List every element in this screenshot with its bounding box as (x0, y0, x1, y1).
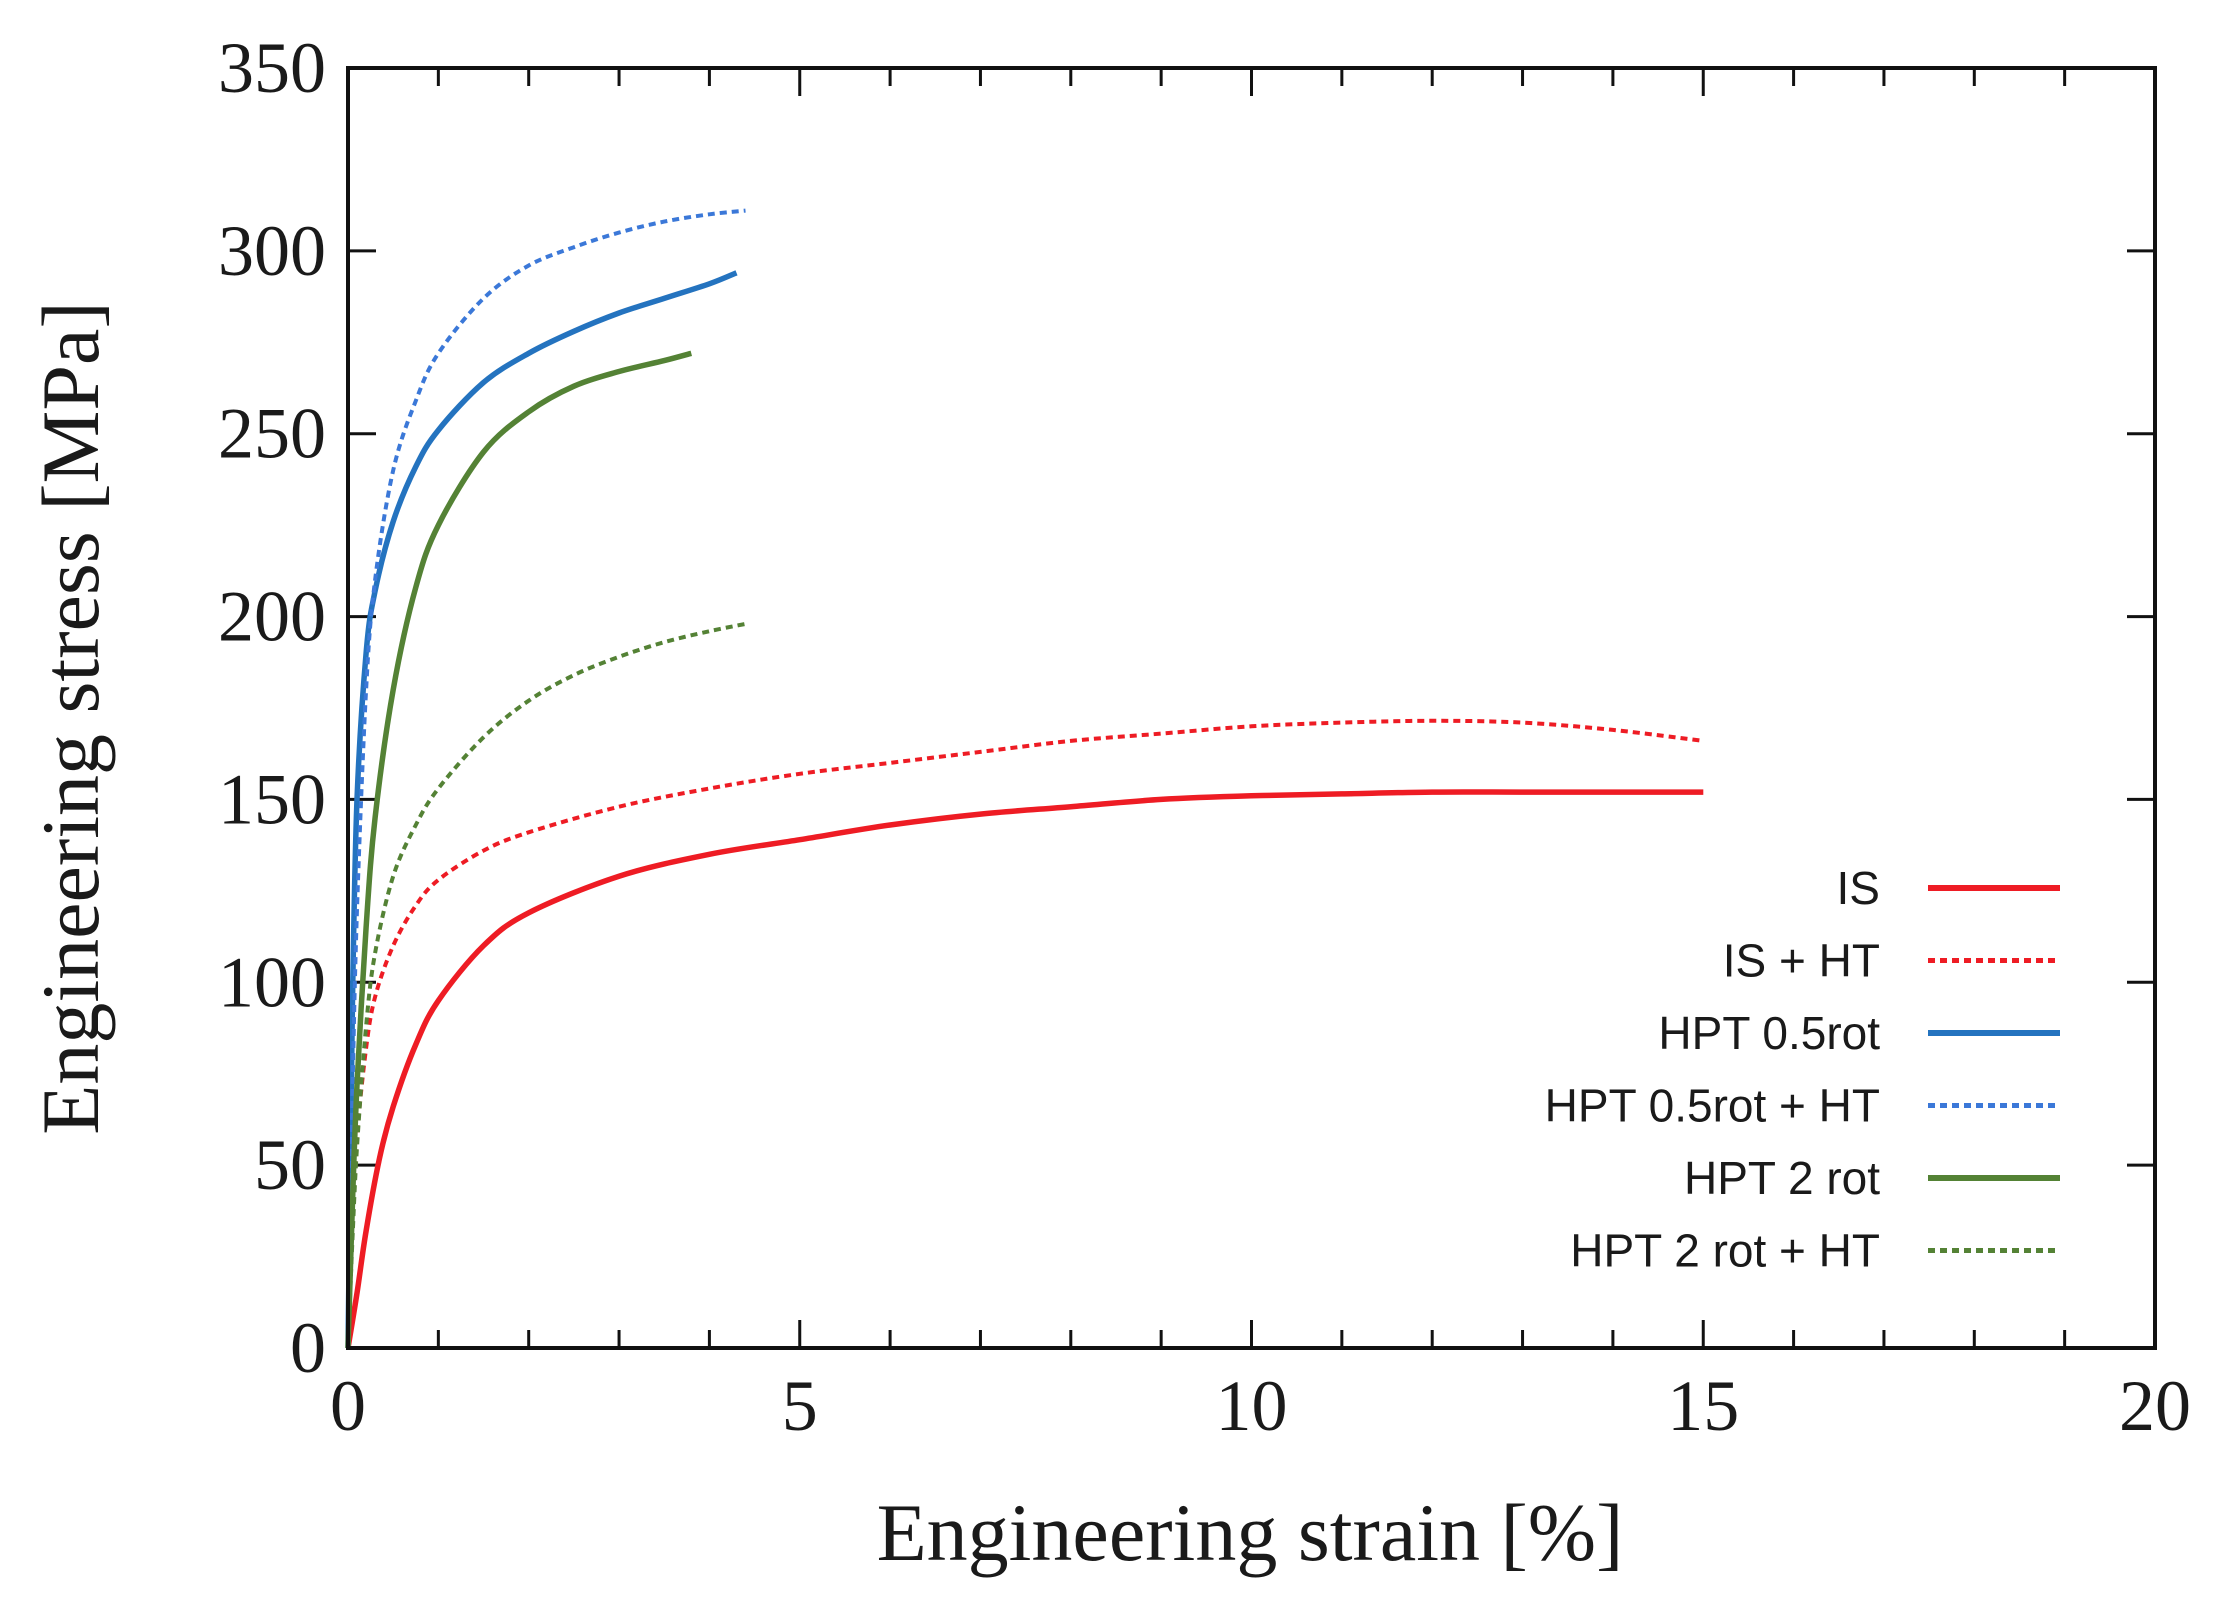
series-line-hpt-2-rot (345, 350, 693, 1349)
x-tick-label: 20 (2119, 1366, 2191, 1446)
x-tick-label: 0 (330, 1366, 366, 1446)
legend-label: HPT 2 rot + HT (1570, 1225, 1880, 1277)
y-tick-label: 50 (254, 1125, 326, 1205)
plot-frame (346, 66, 2157, 1350)
y-tick-label: 0 (290, 1308, 326, 1388)
series-line-hpt-0-5rot-ht (346, 208, 746, 1349)
y-tick-label: 250 (218, 394, 326, 474)
x-tick-label: 10 (1216, 1366, 1288, 1446)
legend-label: HPT 0.5rot + HT (1545, 1080, 1880, 1132)
y-tick-label: 100 (218, 942, 326, 1022)
legend: IS IS + HT HPT 0.5rot HPT 0.5rot + HT HPT 2 … (1545, 862, 2060, 1277)
x-tick-label: 15 (1667, 1366, 1739, 1446)
series-line-is (345, 789, 1704, 1349)
y-tick-label: 350 (218, 28, 326, 108)
legend-label: IS (1837, 862, 1880, 914)
y-tick-label: 300 (218, 211, 326, 291)
series-line-hpt-0-5rot (345, 270, 738, 1349)
legend-label: HPT 0.5rot (1658, 1007, 1880, 1059)
y-tick-label: 200 (218, 577, 326, 657)
y-axis-label: Engineering stress [MPa] (25, 301, 116, 1135)
x-axis-label: Engineering strain [%] (877, 1487, 1624, 1578)
legend-label: IS + HT (1723, 935, 1880, 987)
x-tick-label: 5 (782, 1366, 818, 1446)
y-tick-label: 150 (218, 759, 326, 839)
legend-label: HPT 2 rot (1684, 1152, 1880, 1204)
series-line-is-ht (346, 718, 1704, 1349)
